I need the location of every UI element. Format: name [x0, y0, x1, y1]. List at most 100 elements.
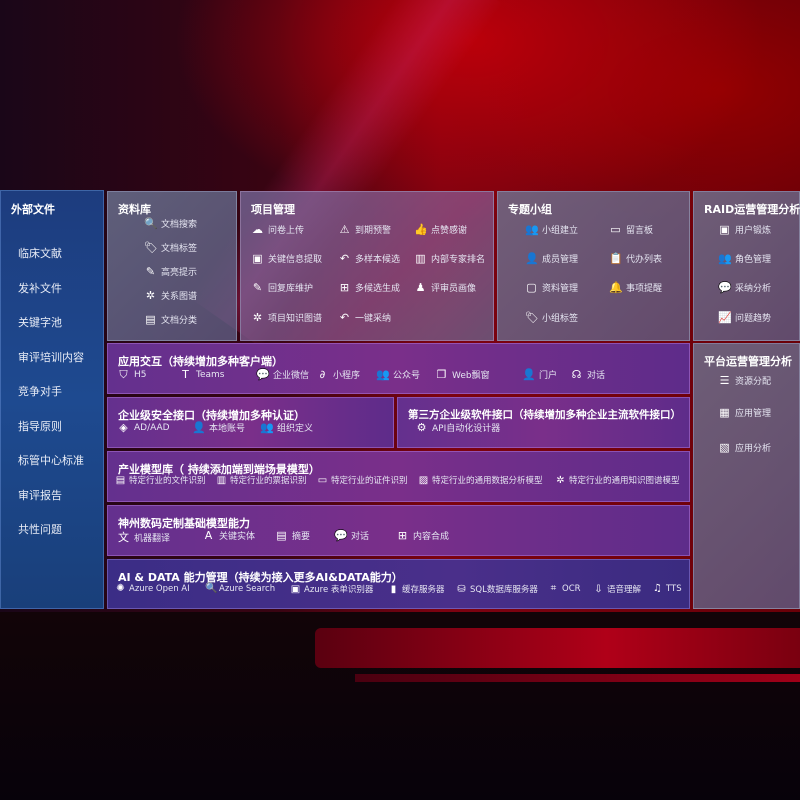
- menu-item[interactable]: 文机器翻译: [117, 529, 170, 545]
- menu-item-label: 项目知识图谱: [268, 314, 323, 324]
- sidebar-item[interactable]: 审评报告: [18, 488, 62, 502]
- menu-item[interactable]: 👍 点赞感谢: [414, 223, 467, 236]
- sidebar-item[interactable]: 关键字池: [18, 316, 62, 329]
- menu-item[interactable]: ◈ AD/AAD: [117, 421, 169, 434]
- menu-item[interactable]: 💬 对话: [334, 529, 369, 542]
- menu-item-label: 问卷上传: [268, 226, 305, 236]
- menu-item[interactable]: ⇩ 语音理解: [593, 583, 641, 596]
- translate-icon: 文: [118, 531, 129, 544]
- menu-item[interactable]: ✲ 特定行业的通用知识图谱模型: [555, 474, 680, 487]
- menu-item[interactable]: ✲ 关系图谱: [144, 289, 197, 302]
- menu-item[interactable]: ❐ Web飘窗: [435, 368, 490, 381]
- menu-item[interactable]: ▤ 特定行业的文件识别: [115, 474, 206, 487]
- panel-title: AI & DATA 能力管理（持续为接入更多AI&DATA能力）: [118, 571, 403, 584]
- menu-item[interactable]: ♫ TTS: [652, 583, 682, 594]
- menu-item[interactable]: ▤ 摘要: [275, 529, 310, 542]
- tag-icon: 🏷: [144, 241, 158, 254]
- graph-icon: ✲: [145, 289, 156, 302]
- menu-item[interactable]: ▥ 内部专家排名: [414, 252, 485, 265]
- menu-item[interactable]: ✲ 项目知识图谱: [251, 311, 322, 324]
- menu-item-label: 企业微信: [273, 371, 310, 381]
- menu-item[interactable]: 💬 采纳分析: [718, 281, 771, 294]
- menu-item[interactable]: ▭ 特定行业的证件识别: [317, 474, 408, 487]
- menu-item-label: 采纳分析: [735, 284, 772, 294]
- menu-item[interactable]: ✎ 回复库维护: [251, 281, 313, 294]
- menu-item[interactable]: ▣ 关键信息提取: [251, 252, 322, 265]
- menu-item-label: TTS: [666, 583, 682, 594]
- menu-item[interactable]: ♟ 评审员画像: [414, 281, 476, 294]
- menu-item-label: 门户: [539, 371, 558, 381]
- menu-item[interactable]: ⛁ SQL数据库服务器: [456, 583, 538, 596]
- menu-item[interactable]: ☊ 对话: [570, 368, 605, 381]
- menu-item-label: 评审员画像: [431, 284, 477, 294]
- menu-item[interactable]: T Teams: [179, 368, 224, 381]
- menu-item-label: 小程序: [333, 371, 361, 381]
- panel-title: 资料库: [118, 203, 151, 216]
- menu-item[interactable]: ▣ 用户锻炼: [718, 223, 771, 236]
- menu-item[interactable]: 💬 企业微信: [256, 368, 309, 381]
- menu-item[interactable]: ⚠ 到期预警: [338, 223, 391, 236]
- sidebar-item[interactable]: 标管中心标准: [18, 454, 84, 467]
- menu-item[interactable]: 🔔 事项提醒: [609, 281, 662, 294]
- menu-item[interactable]: ▥ 特定行业的票据识别: [216, 474, 307, 487]
- menu-item[interactable]: ▮ 缓存服务器: [388, 583, 445, 596]
- add-user-icon: 👤: [525, 252, 539, 265]
- menu-item[interactable]: ▭ 留言板: [609, 223, 653, 236]
- menu-item-label: 多候选生成: [355, 284, 401, 294]
- menu-item-label: 内部专家排名: [431, 255, 486, 265]
- menu-item-label: 资料管理: [542, 284, 579, 294]
- sidebar-item[interactable]: 指导原则: [18, 419, 62, 433]
- menu-item-label: 缓存服务器: [402, 585, 445, 595]
- menu-item[interactable]: ⛉ H5: [117, 368, 146, 382]
- menu-item[interactable]: ▢ 资料管理: [525, 281, 578, 294]
- file-icon: ▤: [115, 474, 126, 486]
- menu-item[interactable]: 📈 问题趋势: [718, 311, 771, 324]
- menu-item[interactable]: 👤 本地账号: [192, 421, 245, 434]
- sidebar-item[interactable]: 共性问题: [18, 523, 62, 536]
- menu-item[interactable]: ▤ 文档分类: [144, 313, 197, 326]
- openai-icon: ✺: [116, 583, 125, 594]
- menu-item[interactable]: ▧ 应用分析: [718, 441, 771, 454]
- menu-item[interactable]: ⌗ OCR: [548, 583, 581, 594]
- menu-item[interactable]: A 关键实体: [202, 529, 255, 542]
- menu-item[interactable]: 🏷 小组标签: [525, 311, 578, 324]
- sidebar-item[interactable]: 竞争对手: [18, 385, 62, 398]
- local-account-icon: 👤: [192, 421, 206, 434]
- org-icon: 👥: [260, 421, 274, 434]
- menu-item[interactable]: ▨ 特定行业的通用数据分析模型: [418, 474, 543, 487]
- menu-item-label: 多样本候选: [355, 255, 401, 265]
- sidebar-item[interactable]: 审评培训内容: [18, 350, 84, 364]
- menu-item[interactable]: 👥 公众号: [376, 368, 420, 381]
- menu-item[interactable]: ↶ 多样本候选: [338, 252, 400, 265]
- menu-item[interactable]: ⚙ API自动化设计器: [415, 421, 501, 434]
- menu-item[interactable]: 🏷 文档标签: [144, 241, 197, 254]
- sidebar-item[interactable]: 临床文献: [18, 247, 62, 260]
- menu-item[interactable]: 👥 小组建立: [525, 223, 578, 236]
- menu-item-label: 小组建立: [542, 226, 579, 236]
- menu-item[interactable]: ▦ 应用管理: [718, 406, 771, 419]
- menu-item[interactable]: ☁ 问卷上传: [251, 223, 304, 236]
- menu-item[interactable]: 🔍 Azure Search: [205, 583, 275, 594]
- sidebar-item[interactable]: 发补文件: [18, 281, 62, 295]
- panel-security-interface: 企业级安全接口（持续增加多种认证） ◈ AD/AAD 👤 本地账号 👥 组织定义: [107, 397, 394, 448]
- menu-item[interactable]: ✎ 高亮提示: [144, 265, 197, 278]
- menu-item[interactable]: ⊞ 多候选生成: [338, 281, 400, 294]
- form-recognizer-icon: ▣: [290, 583, 301, 595]
- portal-icon: 👤: [522, 368, 536, 381]
- menu-item[interactable]: ☰ 资源分配: [718, 374, 771, 387]
- menu-item[interactable]: ⊞ 内容合成: [396, 529, 449, 542]
- menu-item[interactable]: ∂ 小程序: [316, 368, 360, 381]
- menu-item[interactable]: ▣ Azure 表单识别器: [290, 583, 374, 596]
- group-icon: 👥: [525, 223, 539, 236]
- menu-item[interactable]: 👥 组织定义: [260, 421, 313, 434]
- menu-item[interactable]: 👤 门户: [522, 368, 557, 381]
- menu-item-label: 特定行业的通用知识图谱模型: [569, 476, 680, 486]
- menu-item[interactable]: 👤 成员管理: [525, 252, 578, 265]
- menu-item[interactable]: 🔍 文档搜索: [144, 217, 197, 230]
- menu-item[interactable]: 📋 代办列表: [609, 252, 662, 265]
- menu-item-label: 组织定义: [277, 424, 314, 434]
- menu-item-label: 关键实体: [219, 532, 256, 542]
- menu-item[interactable]: ✺ Azure Open AI: [115, 583, 189, 594]
- menu-item[interactable]: ↶ 一键采纳: [338, 311, 391, 324]
- menu-item[interactable]: 👥 角色管理: [718, 252, 771, 265]
